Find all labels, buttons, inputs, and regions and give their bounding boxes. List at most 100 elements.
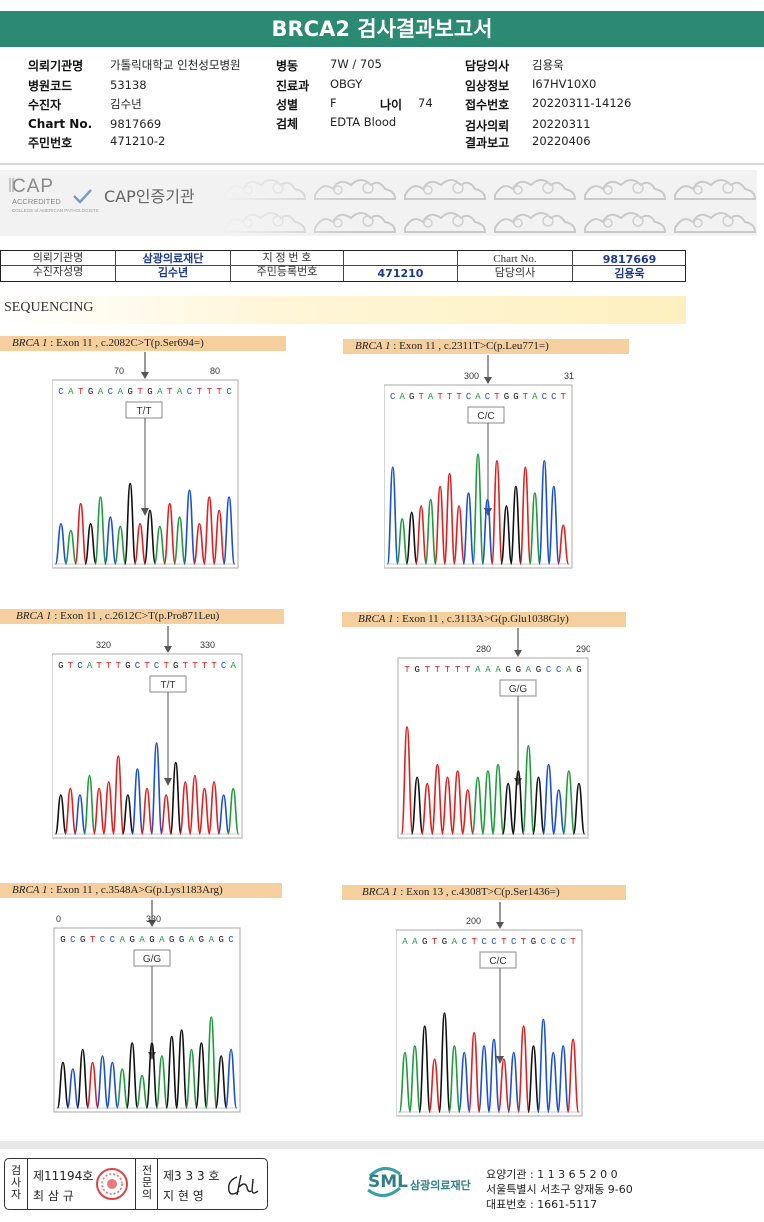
base-call-letter: A [532,392,538,402]
trace-peak [509,485,522,565]
trace-peak [547,485,560,565]
base-call-letter: G [513,392,518,402]
base-call-letter: T [471,937,477,947]
base-call-letter: G [442,937,447,947]
sequencing-title: SEQUENCING [4,300,94,315]
trace-peak [217,794,230,835]
report-date-value: 20220406 [532,134,591,148]
trace-peak [448,1045,461,1113]
base-call-letter: A [526,665,532,675]
base-call-letter: T [78,387,84,397]
trace-peak [441,776,454,835]
specimen-value: EDTA Blood [330,115,397,129]
base-call-letter: C [108,387,114,397]
trace-peak [140,787,154,835]
trace-peak [458,1051,471,1113]
variant-text: : Exon 11 , c.2311T>C(p.Leu771=) [390,340,549,352]
inspector-role: 검사자 [10,1164,22,1201]
trace-peak [451,770,464,835]
trace-peak [408,1045,422,1113]
request-date-label: 검사의뢰 [465,119,510,133]
base-call-letter: C [556,665,562,675]
trace-peak [405,511,418,565]
hospital-value: 가톨릭대학교 인천성모병원 [110,58,241,72]
trace-peak [517,1025,530,1113]
resident-no-label: 주민번호 [28,136,73,150]
trace-peak [165,1035,178,1109]
trace-peak [386,466,399,565]
signature-mark [227,1174,259,1196]
ward-value: 7W / 705 [330,57,382,71]
doctor-label: 담당의사 [465,59,510,73]
trace-peak [102,781,115,835]
trace-peak [566,1038,580,1113]
department-value: OBGY [330,77,363,91]
sex-value: F [330,96,337,110]
arrow-head [496,922,504,929]
trace-peak [125,1042,139,1109]
base-call-letter: G [199,935,204,945]
hospital-code-label: 병원코드 [28,79,73,93]
trace-peak [224,1048,238,1109]
gene-name: BRCA 1 [358,613,394,625]
chromatogram-frame [52,653,243,839]
trace-peak [133,522,147,565]
header-divider [0,163,764,165]
trace-peak [123,482,137,565]
trace-peak [112,755,125,835]
trace-peak [428,1058,441,1113]
position-tick: 330 [200,640,215,650]
gene-name: BRCA 1 [355,340,391,352]
trace-peak [501,782,515,835]
trace-peak [537,1018,550,1113]
base-call-letter: T [561,392,567,402]
genotype-call: G/G [509,684,528,695]
trace-peak [572,782,586,835]
patient-label: 수진자 [28,98,62,112]
trace-peak [443,472,456,565]
base-call-letter: G [218,935,223,945]
position-tick: 300 [464,371,479,381]
trace-peak [54,794,67,835]
variant-text: : Exon 11 , c.2082C>T(p.Ser694=) [47,337,204,349]
base-call-letter: G [414,665,419,675]
trace-peak [438,1012,451,1113]
trace-peak [54,522,68,565]
trace-peak [116,1068,129,1109]
trace-peak [418,1025,431,1113]
base-call-letter: C [226,387,232,397]
trace-peak [173,516,186,565]
base-call-letter: C [481,937,487,947]
arrow-head [164,646,172,653]
trace-peak [163,502,176,565]
base-call-letter: C [110,935,116,945]
trace-peak [500,505,513,565]
position-tick: 330 [146,914,161,924]
position-tick: 290 [576,644,590,654]
base-call-letter: C [462,937,468,947]
base-call-letter: C [466,392,472,402]
genotype-call: G/G [143,954,162,965]
doctor-value: 김용욱 [532,58,564,72]
base-call-letter: A [139,935,145,945]
trace-peak [207,781,221,835]
base-call-letter: A [412,937,418,947]
variant-text: : Exon 11 , c.2612C>T(p.Pro871Leu) [51,610,220,622]
trace-peak [557,524,570,565]
trace-peak [431,763,444,835]
receipt-no-label: 접수번호 [465,98,510,112]
base-call-letter: T [418,392,424,402]
base-call-letter: A [177,387,183,397]
inspector-name: 최 삼 규 [33,1189,74,1203]
variant-label: BRCA 1 : Exon 11 , c.2082C>T(p.Ser694=) [0,336,286,351]
trace-peak [131,768,144,835]
lab-logo-text: SML [368,1172,408,1192]
age-value: 74 [418,96,433,110]
hospital-code-value: 53138 [110,78,147,92]
base-call-letter: T [207,387,213,397]
trace-peak [490,459,503,565]
patient-value: 김수년 [110,97,142,111]
trace-peak [471,776,485,835]
trace-peak [522,744,535,835]
